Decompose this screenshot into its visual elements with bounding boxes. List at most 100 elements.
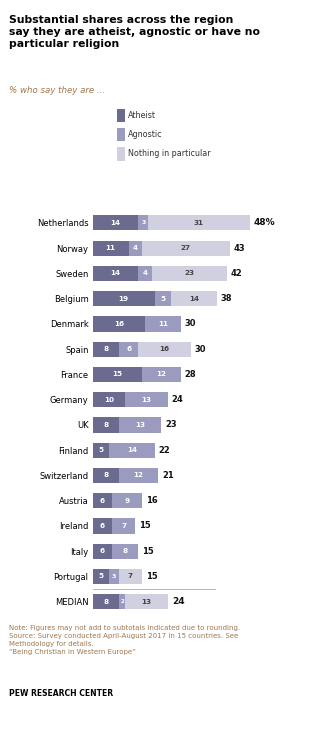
- Bar: [138, 266, 151, 281]
- Text: 42: 42: [231, 269, 242, 278]
- Text: 5: 5: [98, 573, 104, 580]
- Text: 14: 14: [111, 220, 121, 226]
- Text: 19: 19: [119, 295, 129, 302]
- Text: 23: 23: [165, 421, 177, 430]
- Bar: [93, 417, 119, 432]
- Bar: [93, 291, 155, 306]
- Bar: [93, 468, 119, 483]
- Bar: [119, 594, 125, 609]
- Text: 30: 30: [195, 345, 206, 354]
- Bar: [138, 342, 191, 357]
- Bar: [109, 569, 119, 584]
- Text: 6: 6: [126, 346, 131, 352]
- Bar: [93, 443, 109, 458]
- Bar: [93, 594, 119, 609]
- Bar: [112, 544, 138, 559]
- Bar: [93, 392, 125, 408]
- Text: 28: 28: [185, 370, 197, 379]
- Bar: [93, 569, 109, 584]
- Text: 24: 24: [172, 395, 184, 404]
- Text: 5: 5: [160, 295, 166, 302]
- Text: Atheist: Atheist: [128, 111, 156, 120]
- Bar: [138, 216, 148, 230]
- Text: 11: 11: [158, 321, 168, 327]
- Bar: [93, 518, 112, 534]
- Bar: [119, 417, 161, 432]
- Text: 15: 15: [112, 372, 122, 377]
- Text: 13: 13: [142, 397, 152, 402]
- Text: 16: 16: [146, 496, 157, 505]
- Text: 11: 11: [106, 245, 116, 251]
- Bar: [129, 240, 142, 256]
- Text: 3: 3: [141, 221, 146, 226]
- Text: 30: 30: [185, 320, 196, 328]
- Text: 8: 8: [103, 422, 108, 428]
- Text: 16: 16: [159, 346, 170, 352]
- Text: % who say they are ...: % who say they are ...: [9, 86, 105, 95]
- Text: Note: Figures may not add to subtotals indicated due to rounding.
Source: Survey: Note: Figures may not add to subtotals i…: [9, 625, 240, 655]
- Text: 7: 7: [121, 523, 126, 529]
- Text: 15: 15: [139, 521, 151, 531]
- Text: 6: 6: [100, 548, 105, 554]
- Text: 12: 12: [156, 372, 166, 377]
- Bar: [125, 594, 168, 609]
- Text: 23: 23: [184, 270, 194, 276]
- Text: 13: 13: [142, 599, 152, 605]
- Text: 8: 8: [103, 346, 108, 352]
- Bar: [109, 443, 155, 458]
- Text: 5: 5: [98, 447, 104, 453]
- Bar: [93, 366, 142, 382]
- Text: 8: 8: [103, 599, 108, 605]
- Text: Nothing in particular: Nothing in particular: [128, 150, 210, 158]
- Text: Agnostic: Agnostic: [128, 130, 162, 139]
- Text: 10: 10: [104, 397, 114, 402]
- Bar: [93, 493, 112, 508]
- Bar: [119, 468, 158, 483]
- Bar: [93, 266, 138, 281]
- Bar: [119, 342, 138, 357]
- Bar: [142, 366, 181, 382]
- Text: 16: 16: [114, 321, 124, 327]
- Text: 7: 7: [128, 573, 133, 580]
- Text: 21: 21: [162, 471, 174, 480]
- Bar: [142, 240, 230, 256]
- Text: 15: 15: [142, 547, 154, 556]
- Text: 43: 43: [234, 243, 246, 253]
- Text: 9: 9: [125, 498, 129, 504]
- Text: Substantial shares across the region
say they are atheist, agnostic or have no
p: Substantial shares across the region say…: [9, 15, 260, 49]
- Text: 22: 22: [159, 446, 171, 454]
- Text: 14: 14: [127, 447, 137, 453]
- Bar: [112, 518, 135, 534]
- Text: 4: 4: [133, 245, 138, 251]
- Bar: [93, 216, 138, 230]
- Text: 12: 12: [133, 473, 143, 479]
- Bar: [93, 317, 145, 331]
- Text: 3: 3: [112, 574, 116, 579]
- Bar: [148, 216, 250, 230]
- Text: 8: 8: [103, 473, 108, 479]
- Text: 24: 24: [172, 597, 184, 606]
- Bar: [155, 291, 171, 306]
- Bar: [125, 392, 168, 408]
- Bar: [119, 569, 142, 584]
- Bar: [151, 266, 227, 281]
- Text: 4: 4: [142, 270, 147, 276]
- Bar: [93, 342, 119, 357]
- Text: 13: 13: [135, 422, 145, 428]
- Text: 8: 8: [123, 548, 128, 554]
- Text: 6: 6: [100, 498, 105, 504]
- Bar: [112, 493, 142, 508]
- Bar: [145, 317, 181, 331]
- Text: 31: 31: [194, 220, 204, 226]
- Text: 15: 15: [146, 572, 157, 581]
- Text: 2: 2: [120, 599, 124, 604]
- Text: PEW RESEARCH CENTER: PEW RESEARCH CENTER: [9, 689, 113, 698]
- Text: 14: 14: [189, 295, 199, 302]
- Text: 14: 14: [111, 270, 121, 276]
- Bar: [171, 291, 217, 306]
- Text: 6: 6: [100, 523, 105, 529]
- Bar: [93, 544, 112, 559]
- Text: 27: 27: [181, 245, 191, 251]
- Text: 38: 38: [221, 294, 232, 303]
- Text: 48%: 48%: [253, 218, 275, 227]
